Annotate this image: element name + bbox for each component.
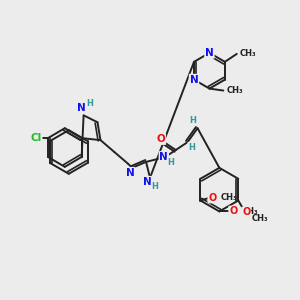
Text: H: H [167, 158, 174, 167]
Text: N: N [143, 177, 152, 187]
Text: O: O [229, 206, 237, 216]
Text: CH₃: CH₃ [220, 193, 237, 202]
Text: H: H [188, 142, 195, 152]
Text: N: N [190, 75, 198, 85]
Text: Cl: Cl [30, 133, 42, 143]
Text: H: H [189, 116, 196, 125]
Text: CH₃: CH₃ [240, 50, 256, 58]
Text: O: O [242, 207, 250, 218]
Text: H: H [86, 99, 93, 108]
Text: N: N [160, 152, 168, 162]
Text: CH₃: CH₃ [241, 207, 258, 216]
Text: N: N [205, 48, 214, 58]
Text: CH₃: CH₃ [252, 214, 269, 223]
Text: N: N [77, 103, 86, 113]
Text: O: O [157, 134, 165, 144]
Text: N: N [126, 168, 135, 178]
Text: O: O [208, 193, 217, 202]
Text: H: H [152, 182, 158, 191]
Text: CH₃: CH₃ [226, 86, 243, 95]
